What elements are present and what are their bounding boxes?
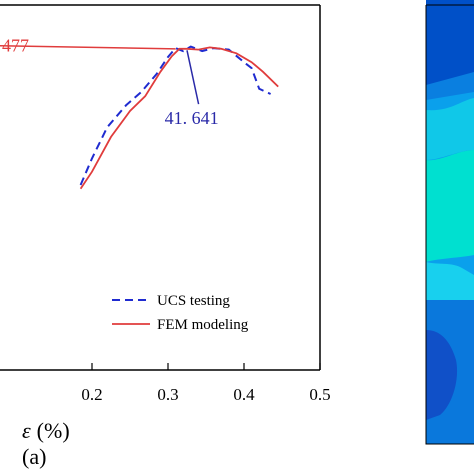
- fem-modeling-line: [79, 46, 279, 190]
- annotation-leader: [186, 50, 200, 105]
- x-axis-label: ε (%): [22, 418, 70, 443]
- x-axis-unit: (%): [37, 418, 70, 443]
- contour-band: [426, 330, 458, 420]
- fem-contour-panel: [425, 0, 474, 445]
- series-lines: [79, 45, 279, 190]
- contour-band: [426, 262, 474, 300]
- panel-label: (a): [22, 444, 46, 469]
- x-tick-label: 0.3: [157, 385, 178, 404]
- x-tick-label: 0.5: [309, 385, 330, 404]
- legend-ucs-label: UCS testing: [157, 293, 230, 309]
- annotation-label: 41. 641: [165, 108, 219, 128]
- x-axis-variable: ε: [22, 418, 31, 443]
- legend-fem-label: FEM modeling: [157, 317, 249, 333]
- stress-strain-chart: 0.2 0.3 0.4 0.5 477 41. 641 UCS testing FEM …: [0, 4, 331, 469]
- annotations: 477 41. 641: [0, 36, 219, 128]
- annotation-label: 477: [2, 36, 29, 56]
- x-tick-label: 0.2: [81, 385, 102, 404]
- ucs-testing-line: [79, 45, 272, 186]
- contour-band: [426, 150, 474, 262]
- x-tick-label: 0.4: [233, 385, 255, 404]
- x-ticks: 0.2 0.3 0.4 0.5: [81, 363, 331, 404]
- legend: UCS testing FEM modeling: [112, 293, 249, 333]
- contour-band: [426, 98, 474, 160]
- contour-outline: [425, 4, 474, 445]
- annotation-leader: [0, 45, 176, 50]
